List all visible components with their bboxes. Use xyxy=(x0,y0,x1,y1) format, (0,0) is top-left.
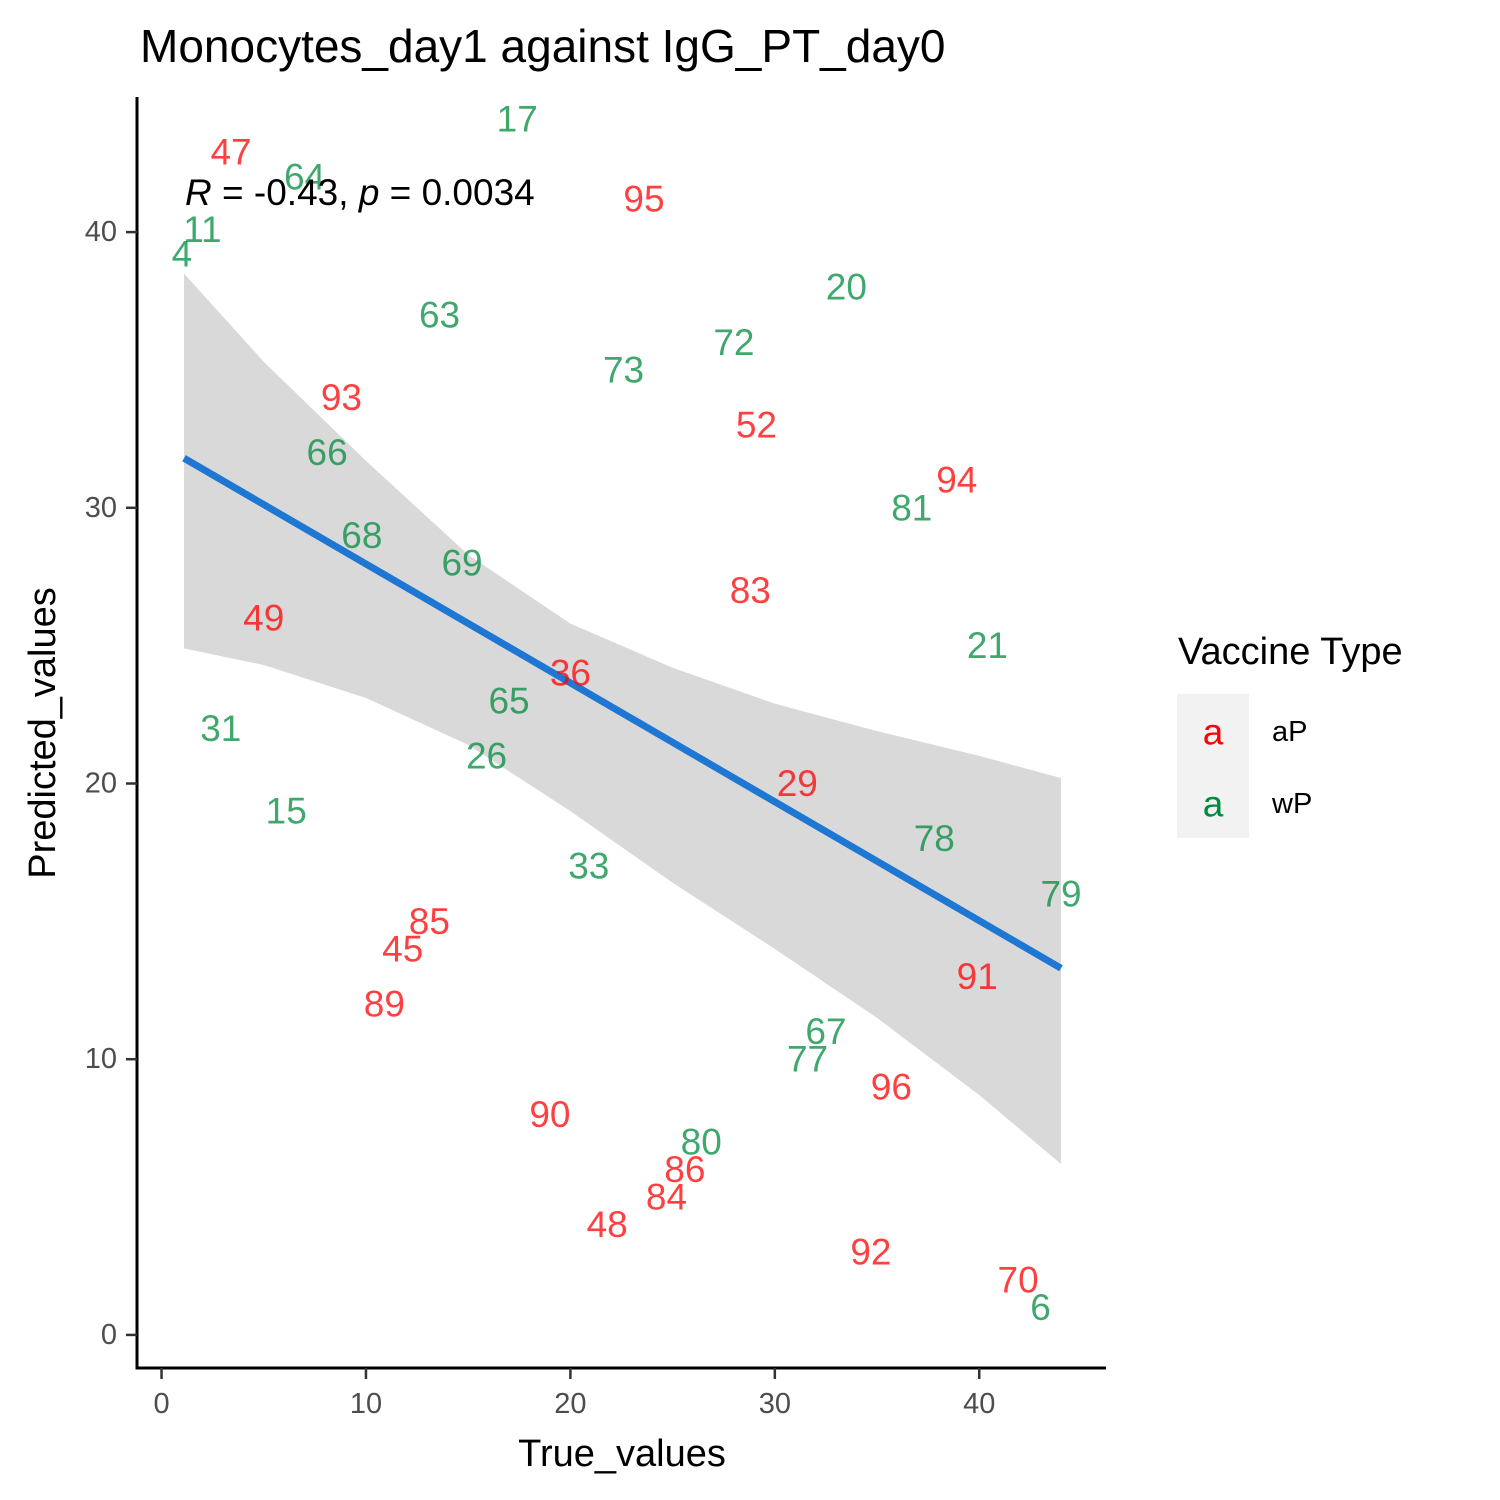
y-tick-label: 20 xyxy=(85,768,117,800)
x-tick-label: 30 xyxy=(759,1388,791,1420)
point-label-78: 78 xyxy=(914,818,955,859)
point-label-85: 85 xyxy=(409,901,450,942)
point-label-84: 84 xyxy=(646,1177,687,1218)
regression-line xyxy=(182,455,1063,972)
point-label-73: 73 xyxy=(603,349,644,390)
point-label-20: 20 xyxy=(826,267,867,308)
point-label-90: 90 xyxy=(529,1094,570,1135)
point-label-11: 11 xyxy=(183,209,221,250)
point-label-15: 15 xyxy=(266,791,307,832)
legend-key-background xyxy=(1177,694,1249,838)
y-tick-label: 40 xyxy=(85,216,117,248)
y-tick-label: 0 xyxy=(101,1319,117,1351)
point-label-36: 36 xyxy=(550,653,591,694)
legend-items: a aP a wP xyxy=(1203,712,1313,825)
point-label-33: 33 xyxy=(568,846,609,887)
x-tick-label: 0 xyxy=(153,1388,169,1420)
point-label-96: 96 xyxy=(871,1066,912,1107)
x-tick-label: 20 xyxy=(554,1388,586,1420)
point-label-95: 95 xyxy=(623,179,664,220)
y-axis-title: Predicted_values xyxy=(22,587,64,879)
point-label-48: 48 xyxy=(587,1204,628,1245)
y-tick-label: 30 xyxy=(85,492,117,524)
correlation-annotation: R = -0.43, p = 0.0034 xyxy=(185,172,535,213)
point-label-72: 72 xyxy=(713,322,754,363)
point-label-26: 26 xyxy=(466,735,507,776)
confidence-band xyxy=(184,273,1061,1164)
legend-label-aP: aP xyxy=(1272,716,1307,748)
point-label-86: 86 xyxy=(664,1149,705,1190)
point-label-66: 66 xyxy=(307,432,348,473)
point-label-92: 92 xyxy=(850,1232,891,1273)
point-label-65: 65 xyxy=(488,680,529,721)
point-label-81: 81 xyxy=(891,487,932,528)
point-label-21: 21 xyxy=(967,625,1008,666)
y-tick-label: 10 xyxy=(85,1043,117,1075)
point-label-49: 49 xyxy=(243,598,284,639)
point-label-47: 47 xyxy=(210,132,251,173)
point-label-45: 45 xyxy=(382,928,423,969)
point-label-4: 4 xyxy=(172,234,193,275)
point-label-77: 77 xyxy=(787,1039,828,1080)
x-tick-label: 10 xyxy=(350,1388,382,1420)
x-tick-label: 40 xyxy=(963,1388,995,1420)
legend: Vaccine Type a aP a wP xyxy=(1177,631,1403,838)
y-axis-ticks: 0 10 20 30 40 xyxy=(85,216,137,1351)
point-label-89: 89 xyxy=(364,984,405,1025)
point-label-93: 93 xyxy=(321,377,362,418)
point-label-83: 83 xyxy=(730,570,771,611)
point-label-17: 17 xyxy=(497,99,538,140)
point-label-29: 29 xyxy=(777,763,818,804)
point-label-6: 6 xyxy=(1030,1287,1051,1328)
point-label-80: 80 xyxy=(681,1121,722,1162)
x-axis-title: True_values xyxy=(518,1433,726,1475)
point-label-79: 79 xyxy=(1040,873,1081,914)
x-axis-ticks: 0 10 20 30 40 xyxy=(153,1368,995,1420)
legend-label-wP: wP xyxy=(1271,788,1312,820)
legend-key-wP: a xyxy=(1203,784,1224,825)
point-label-63: 63 xyxy=(419,294,460,335)
point-label-67: 67 xyxy=(805,1011,846,1052)
point-label-69: 69 xyxy=(441,542,482,583)
point-label-31: 31 xyxy=(200,708,241,749)
legend-title: Vaccine Type xyxy=(1178,631,1403,673)
point-label-91: 91 xyxy=(957,956,998,997)
legend-key-aP: a xyxy=(1203,712,1224,753)
point-label-64: 64 xyxy=(284,156,325,197)
point-label-68: 68 xyxy=(341,515,382,556)
point-label-52: 52 xyxy=(736,405,777,446)
point-label-94: 94 xyxy=(936,460,977,501)
point-label-70: 70 xyxy=(998,1259,1039,1300)
chart-title: Monocytes_day1 against IgG_PT_day0 xyxy=(140,20,946,72)
